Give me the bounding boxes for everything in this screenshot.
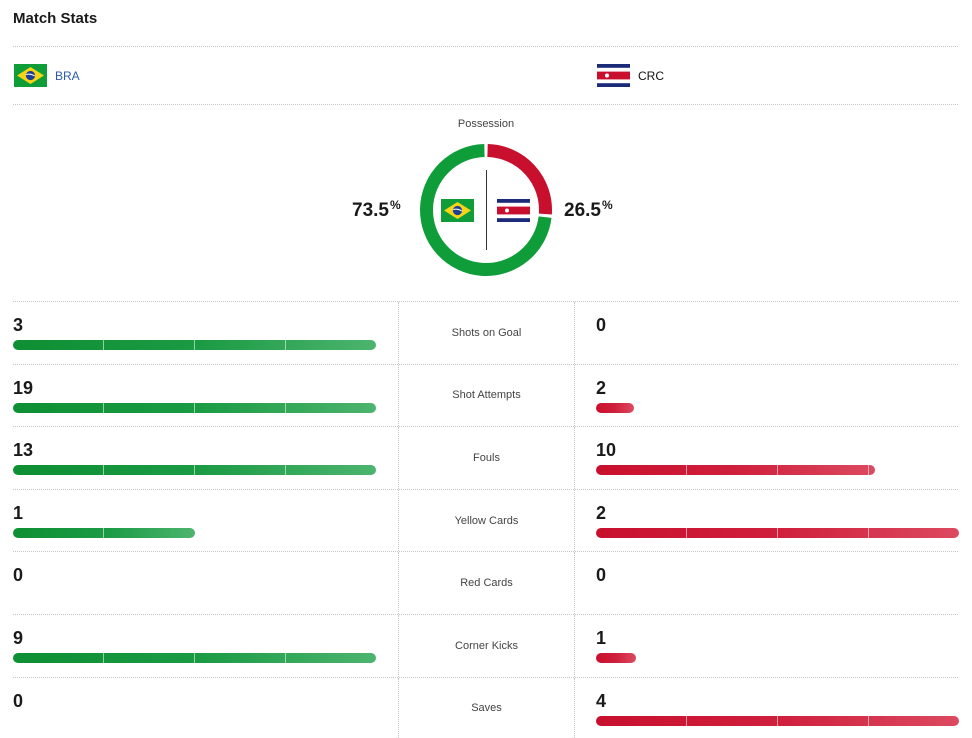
possession-arc-home [420, 144, 552, 276]
stat-label: Corner Kicks [398, 614, 575, 677]
stat-away-value: 2 [596, 502, 607, 523]
stat-bar-home [13, 340, 376, 350]
costa-rica-flag-icon [497, 199, 530, 222]
stat-bar-away [596, 465, 875, 476]
stat-label: Yellow Cards [398, 489, 575, 552]
stat-label: Shot Attempts [398, 364, 575, 427]
possession-arc-away [487, 144, 552, 215]
divider [13, 104, 958, 105]
stat-home-value: 9 [13, 627, 24, 648]
stat-row: 1 Yellow Cards 2 [13, 488, 959, 552]
stat-label: Saves [398, 677, 575, 738]
stat-label: Fouls [398, 427, 575, 489]
stat-away-value: 0 [596, 315, 607, 335]
stat-bar-away [596, 527, 959, 538]
stat-home-value: 19 [13, 377, 34, 398]
stat-label: Shots on Goal [398, 302, 575, 364]
page-title: Match Stats [13, 10, 98, 27]
stat-label: Red Cards [398, 552, 575, 614]
stat-home-value: 1 [13, 502, 24, 523]
possession-donut [420, 144, 552, 276]
stat-row: 3 Shots on Goal 0 [13, 301, 958, 364]
stat-row: 0 Saves 4 [13, 676, 959, 738]
divider [13, 46, 958, 47]
stat-away-value: 10 [596, 440, 617, 461]
stat-home-value: 0 [13, 690, 24, 711]
stat-bar-away [596, 715, 959, 726]
stat-row: 0 Red Cards 0 [13, 551, 958, 614]
stat-bar-away [596, 652, 636, 663]
stat-bar-home [13, 402, 376, 413]
stat-away-value: 0 [596, 565, 607, 586]
possession-home-value: 73.5% [352, 198, 401, 221]
stat-row: 13 Fouls 10 [13, 426, 958, 489]
possession-away-value: 26.5% [564, 198, 613, 221]
brazil-flag-icon [14, 64, 47, 87]
stat-bar-home [13, 652, 376, 663]
stat-away-value: 1 [596, 627, 607, 648]
home-team-abbr: BRA [55, 68, 80, 83]
stat-home-value: 13 [13, 440, 34, 461]
away-team-abbr: CRC [638, 68, 664, 83]
stat-bar-away [596, 402, 634, 413]
possession-divider [486, 170, 487, 250]
stat-bar-home [13, 527, 195, 538]
home-team[interactable]: BRA [14, 64, 80, 87]
stat-away-value: 4 [596, 690, 607, 711]
stat-home-value: 0 [13, 565, 24, 586]
stat-bar-home [13, 465, 376, 476]
stat-row: 19 Shot Attempts 2 [13, 363, 958, 427]
away-team[interactable]: CRC [597, 64, 664, 87]
stat-away-value: 2 [596, 377, 607, 398]
possession-label: Possession [457, 118, 515, 130]
costa-rica-flag-icon [597, 64, 630, 87]
brazil-flag-icon [441, 199, 474, 222]
stat-home-value: 3 [13, 315, 24, 335]
stat-row: 9 Corner Kicks 1 [13, 613, 958, 677]
stats-table: 3 Shots on Goal 0 19 Shot Attempts 2 13 Fouls 10… [13, 301, 959, 738]
